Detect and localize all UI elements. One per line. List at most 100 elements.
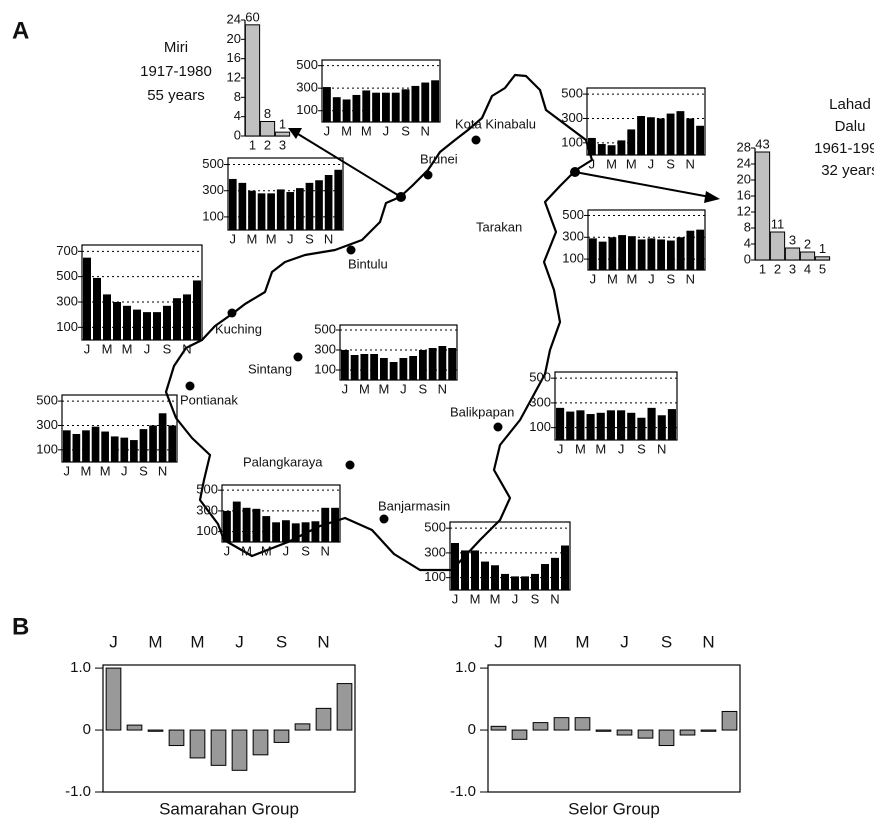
x-tick-label: M — [378, 381, 389, 396]
place-label: Kuching — [215, 321, 262, 336]
bar — [586, 414, 595, 440]
bar — [679, 729, 696, 736]
y-tick-label: 500 — [314, 321, 336, 336]
bar — [657, 239, 666, 270]
y-tick-label: 20 — [737, 171, 751, 186]
bar — [370, 354, 379, 380]
x-tick-label: J — [144, 341, 151, 356]
bar — [257, 193, 266, 230]
bar — [814, 256, 831, 261]
y-tick-label: 1.0 — [455, 659, 476, 676]
bar — [637, 116, 646, 155]
plot-frame — [227, 157, 344, 231]
x-tick-label: S — [139, 463, 148, 478]
bar — [431, 80, 440, 122]
y-tick-label: 100 — [202, 208, 224, 223]
x-tick-label: M — [122, 341, 133, 356]
bar — [658, 729, 675, 747]
bar — [556, 407, 565, 440]
bar — [491, 565, 499, 590]
bar — [667, 409, 676, 440]
station-dot — [345, 460, 355, 470]
bar — [143, 312, 151, 340]
y-tick-label: 100 — [36, 441, 58, 456]
bar — [627, 412, 636, 440]
y-tick-label: 300 — [314, 341, 336, 356]
y-tick-label: 100 — [296, 102, 318, 117]
bar — [193, 280, 201, 340]
x-tick-label: J — [620, 632, 629, 651]
bar — [490, 725, 507, 731]
bar — [252, 508, 261, 542]
y-tick-label: 300 — [561, 110, 583, 125]
bar — [616, 729, 633, 736]
bar — [721, 710, 738, 731]
station-dot — [293, 352, 303, 362]
bar — [617, 410, 626, 440]
y-tick-label: 300 — [529, 394, 551, 409]
y-tick-label: 4 — [744, 235, 751, 250]
bar — [315, 180, 323, 230]
x-tick-label: N — [158, 463, 167, 478]
y-tick-label: 100 — [424, 569, 446, 584]
bar — [647, 238, 656, 270]
x-tick-label: N — [550, 591, 559, 606]
bar — [101, 431, 109, 462]
bar — [231, 729, 248, 771]
x-tick-label: 4 — [804, 261, 811, 276]
bar — [273, 729, 290, 743]
arrow-head — [288, 128, 302, 139]
x-tick-label: S — [301, 543, 310, 558]
plot-frame — [587, 209, 706, 271]
bar — [618, 235, 627, 270]
bar — [541, 564, 549, 590]
station-dot — [493, 422, 503, 432]
bar — [322, 87, 331, 122]
y-tick-label: 24 — [227, 11, 241, 26]
y-tick-label: 500 — [562, 207, 584, 222]
y-tick-label: 500 — [56, 268, 78, 283]
chart-title: 1961-1992 — [814, 140, 874, 157]
y-tick-label: 100 — [529, 419, 551, 434]
y-tick-label: 500 — [202, 156, 224, 171]
bar — [784, 247, 801, 261]
bar — [595, 729, 612, 732]
x-tick-label: 2 — [264, 137, 271, 152]
bar — [686, 118, 695, 155]
x-tick-label: S — [401, 123, 410, 138]
bar — [411, 85, 420, 122]
x-tick-label: J — [452, 591, 459, 606]
bar — [305, 182, 314, 230]
place-label: Brunei — [420, 151, 458, 166]
station-dot — [227, 308, 237, 318]
bar — [551, 557, 559, 590]
x-tick-label: S — [305, 231, 314, 246]
x-tick-label: M — [626, 156, 637, 171]
x-tick-label: N — [702, 632, 714, 651]
bar — [511, 576, 519, 590]
plot-frame — [61, 394, 178, 463]
bar — [82, 430, 90, 462]
bar — [389, 362, 398, 380]
x-tick-label: J — [589, 156, 596, 171]
bar — [587, 137, 596, 155]
y-tick-label: 100 — [196, 523, 218, 538]
x-tick-label: S — [163, 341, 172, 356]
bar — [588, 238, 597, 270]
bar — [606, 410, 615, 440]
y-tick-label: 500 — [196, 482, 218, 497]
plot-frame — [487, 664, 741, 793]
bar — [409, 356, 418, 380]
x-tick-label: M — [261, 543, 272, 558]
x-tick-label: S — [531, 591, 540, 606]
bar — [657, 415, 666, 440]
bar-annotation: 43 — [755, 136, 769, 151]
place-label: Banjarmasin — [378, 498, 450, 513]
y-tick-label: 500 — [296, 57, 318, 72]
x-tick-label: N — [421, 123, 430, 138]
bar — [105, 667, 122, 731]
place-label: Balikpapan — [450, 404, 514, 419]
chart-title: Dalu — [835, 118, 866, 135]
bar — [139, 429, 148, 462]
